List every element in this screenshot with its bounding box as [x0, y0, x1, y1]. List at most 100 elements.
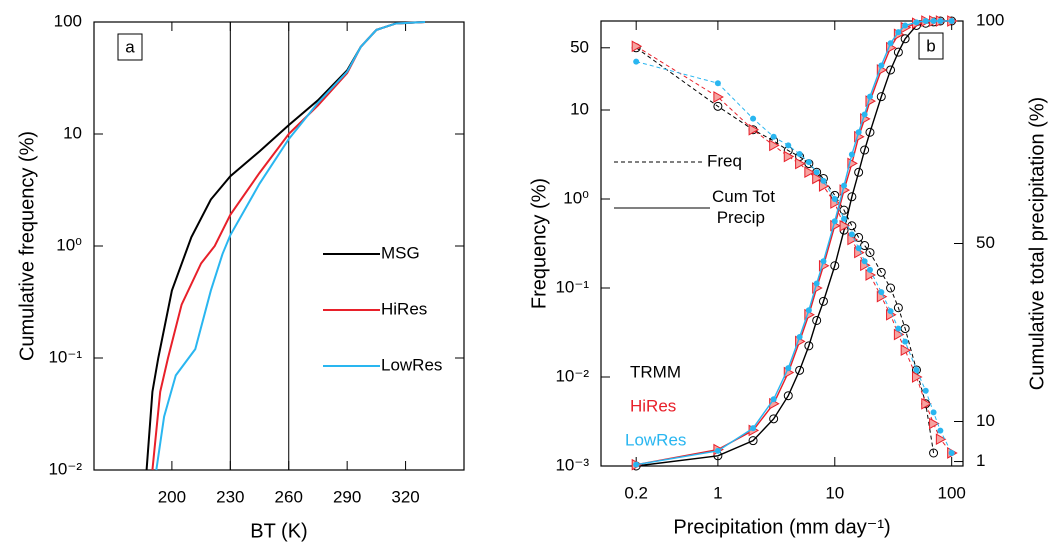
- data-point: [900, 34, 910, 44]
- y-tick-label: 10⁻¹: [555, 277, 589, 296]
- series-line: [636, 20, 952, 466]
- data-point: [805, 307, 812, 314]
- series-line: [635, 45, 953, 454]
- y-tick-label: 10: [63, 123, 82, 142]
- data-point: [855, 129, 862, 136]
- y-axis-title: Frequency (%): [528, 178, 550, 309]
- y2-tick-label: 50: [976, 233, 995, 252]
- x-axis-title: Precipitation (mm day⁻¹): [673, 516, 890, 538]
- data-point: [633, 461, 640, 468]
- data-point: [805, 159, 812, 166]
- data-point: [820, 177, 827, 184]
- data-point: [895, 29, 902, 36]
- data-point: [770, 396, 777, 403]
- data-point: [831, 218, 838, 225]
- data-point: [769, 414, 779, 424]
- data-point: [886, 283, 896, 293]
- series-label: LowRes: [625, 430, 686, 449]
- y-tick-label: 10⁻²: [555, 366, 589, 385]
- y-tick-label: 100: [54, 11, 82, 30]
- data-point: [893, 303, 903, 313]
- data-point: [848, 151, 855, 158]
- data-point: [748, 123, 760, 136]
- data-point: [750, 425, 757, 432]
- y2-tick-label: 10: [976, 411, 995, 430]
- data-point: [841, 182, 848, 189]
- series-line: [636, 61, 953, 454]
- data-point: [887, 40, 894, 47]
- x-tick-label: 260: [275, 487, 303, 506]
- data-point: [854, 167, 864, 177]
- data-point: [795, 157, 806, 170]
- data-point: [855, 245, 862, 252]
- legend-label: Freq: [707, 151, 742, 170]
- data-point: [878, 62, 885, 69]
- data-point: [813, 280, 820, 287]
- data-point: [830, 261, 840, 271]
- data-point: [876, 92, 886, 102]
- data-point: [866, 266, 873, 273]
- data-point: [785, 365, 792, 372]
- x-tick-label: 10: [825, 483, 844, 502]
- data-point: [783, 150, 795, 163]
- x-tick-label: 0.2: [624, 483, 648, 502]
- data-point: [860, 145, 870, 155]
- y-axis-title: Cumulative frequency (%): [16, 131, 38, 361]
- data-point: [770, 133, 777, 140]
- data-point: [937, 427, 944, 434]
- series-line: [635, 47, 935, 454]
- data-point: [878, 289, 885, 296]
- data-point: [866, 93, 873, 100]
- data-point: [921, 397, 932, 410]
- data-point: [887, 308, 894, 315]
- data-point: [804, 341, 814, 351]
- data-point: [860, 241, 870, 251]
- data-point: [913, 366, 920, 373]
- x-tick-label: 200: [158, 487, 186, 506]
- data-point: [865, 248, 875, 258]
- data-point: [935, 433, 947, 446]
- data-point: [922, 387, 929, 394]
- data-point: [847, 192, 857, 202]
- y-tick-label: 10⁻³: [555, 455, 589, 474]
- data-point: [631, 40, 643, 53]
- data-point: [876, 267, 886, 277]
- panel: 0.2 1 10 100 50 10 10⁰ 10⁻¹ 10⁻² 10⁻³ 1 10 50 100 Prec…: [528, 10, 1048, 538]
- data-point: [831, 196, 838, 202]
- data-point: [812, 172, 823, 185]
- y-tick-label: 10⁰: [56, 235, 82, 254]
- series-line: [636, 20, 952, 467]
- data-point: [714, 80, 721, 87]
- panel-label-box: [918, 32, 944, 60]
- data-point: [895, 325, 902, 332]
- data-point: [865, 127, 875, 137]
- data-point: [769, 139, 780, 152]
- data-point: [911, 371, 923, 383]
- data-point: [893, 47, 903, 57]
- data-point: [812, 315, 822, 325]
- data-point: [930, 409, 937, 416]
- series-label: TRMM: [630, 362, 681, 381]
- y-tick-label: 10⁰: [563, 188, 589, 207]
- data-point: [948, 18, 955, 24]
- x-tick-label: 230: [216, 487, 244, 506]
- series-line: [636, 20, 952, 466]
- data-point: [848, 231, 855, 238]
- panel-label-box: [117, 33, 143, 61]
- data-point: [785, 142, 792, 149]
- data-point: [861, 111, 868, 118]
- data-point: [841, 215, 848, 222]
- panel: 200 230 260 290 320 100 10 10⁰ 10⁻¹ 10⁻² BT (K) Cum…: [16, 11, 465, 542]
- legend-label: LowRes: [381, 355, 442, 374]
- data-point: [929, 448, 939, 458]
- data-point: [854, 232, 864, 242]
- x-tick-label: 100: [937, 483, 965, 502]
- y-tick-label: 50: [570, 37, 589, 56]
- data-point: [930, 18, 937, 24]
- x-tick-label: 290: [333, 487, 361, 506]
- data-point: [714, 447, 721, 454]
- data-point: [913, 19, 920, 26]
- y-tick-label: 10⁻¹: [48, 347, 82, 366]
